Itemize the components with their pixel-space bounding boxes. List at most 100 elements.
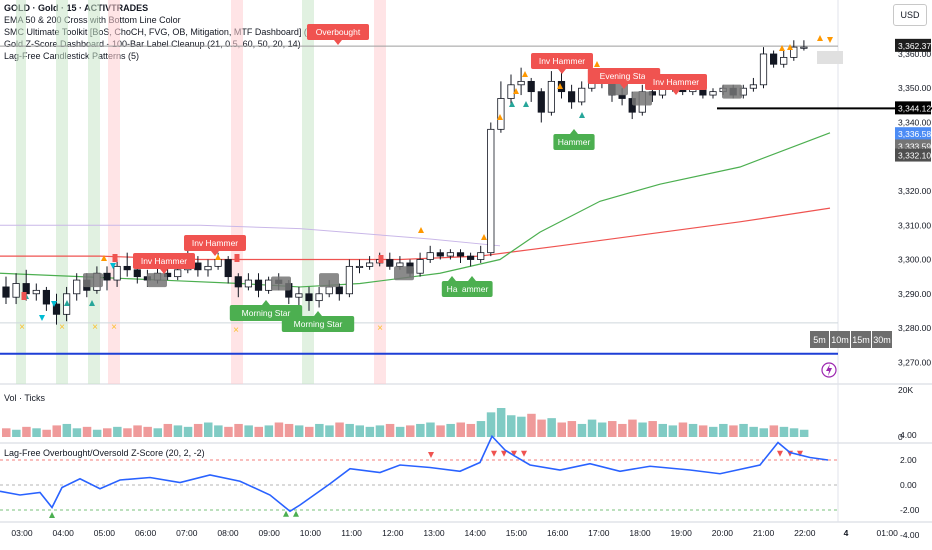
candle[interactable] xyxy=(214,259,222,267)
candle[interactable] xyxy=(355,265,364,268)
candle[interactable] xyxy=(234,276,242,288)
indicator-zscore-dashboard[interactable]: Gold Z-Score Dashboard - 100-Bar Label C… xyxy=(4,39,301,49)
pattern-label[interactable]: Hammer xyxy=(553,129,595,150)
tf-button-10m[interactable] xyxy=(830,331,850,348)
candle[interactable] xyxy=(527,80,535,93)
candle[interactable] xyxy=(780,56,788,65)
candle[interactable] xyxy=(325,286,333,295)
candle[interactable] xyxy=(254,279,263,291)
indicator-candle-patterns[interactable]: Lag-Free Candlestick Patterns (5) xyxy=(4,51,140,61)
time-tick: 10:00 xyxy=(300,528,322,538)
indicator-smc[interactable]: SMC Ultimate Toolkit [BoS, ChoCH, FVG, O… xyxy=(4,27,345,37)
label-box xyxy=(281,316,355,332)
candle[interactable] xyxy=(315,293,323,302)
candle[interactable] xyxy=(517,80,525,86)
candle[interactable] xyxy=(335,286,343,295)
candle[interactable] xyxy=(578,87,586,103)
volume-bar xyxy=(698,425,708,437)
zscore-overbought-marker xyxy=(501,450,507,457)
candle[interactable] xyxy=(264,279,273,291)
volume-bar xyxy=(183,426,193,437)
volume-bar xyxy=(123,428,132,437)
time-tick: 19:00 xyxy=(671,528,693,538)
volume-legend[interactable]: Vol · Ticks xyxy=(4,393,46,403)
pattern-label[interactable]: Morning Star xyxy=(281,311,355,332)
pattern-label[interactable]: Inv Hammer xyxy=(531,53,593,74)
timeframe-selector: 5m 10m 15m 30m xyxy=(810,331,892,348)
pattern-label[interactable]: Inv Hammer xyxy=(133,253,195,274)
candle[interactable] xyxy=(426,252,434,260)
pattern-label[interactable]: Evening Star xyxy=(587,68,661,89)
candle[interactable] xyxy=(436,252,444,257)
price-tick: 3,320.00 xyxy=(898,186,931,196)
candle[interactable] xyxy=(466,255,475,260)
candle[interactable] xyxy=(123,265,131,271)
candle[interactable] xyxy=(73,279,81,295)
candle[interactable] xyxy=(103,272,111,281)
volume-bar xyxy=(305,426,314,437)
orange-arrow-marker xyxy=(557,83,563,89)
orange-arrow-marker xyxy=(594,61,600,67)
candle[interactable] xyxy=(42,289,51,305)
tf-button-15m[interactable] xyxy=(851,331,871,348)
candle[interactable] xyxy=(386,259,394,267)
orange-arrow-marker xyxy=(215,254,221,260)
candle[interactable] xyxy=(790,46,798,58)
candle[interactable] xyxy=(52,303,61,315)
candle[interactable] xyxy=(295,293,303,298)
tf-button-5m[interactable] xyxy=(810,331,829,348)
candle[interactable] xyxy=(618,94,626,99)
candle[interactable] xyxy=(507,84,515,99)
candle[interactable] xyxy=(174,269,182,278)
currency-button[interactable]: USD xyxy=(893,4,927,26)
candle[interactable] xyxy=(133,269,141,278)
candle[interactable] xyxy=(477,252,485,260)
candle[interactable] xyxy=(456,252,465,257)
candle[interactable] xyxy=(2,286,10,298)
pattern-label[interactable]: Inv Hammer xyxy=(645,74,707,95)
candle[interactable] xyxy=(194,262,202,271)
candle[interactable] xyxy=(497,98,505,130)
candle[interactable] xyxy=(568,91,576,103)
green-arrow-marker xyxy=(509,101,515,107)
candle[interactable] xyxy=(305,293,313,302)
candle[interactable] xyxy=(224,259,232,278)
pattern-label[interactable]: Overbought xyxy=(307,24,369,45)
candle[interactable] xyxy=(32,289,40,295)
candle[interactable] xyxy=(345,265,354,295)
lightning-icon[interactable] xyxy=(821,362,837,378)
volume-bar xyxy=(133,425,142,437)
pattern-label[interactable]: Ha xyxy=(441,276,463,297)
candle[interactable] xyxy=(547,80,556,113)
candle[interactable] xyxy=(537,91,545,113)
green-arrow-marker xyxy=(89,300,95,306)
pattern-label[interactable]: Inv Hammer xyxy=(184,235,246,256)
candle[interactable] xyxy=(749,84,758,89)
volume-bar xyxy=(113,426,122,437)
candle[interactable] xyxy=(396,262,404,267)
red-marker xyxy=(378,255,384,263)
price-tag-label: 3,344.12 xyxy=(898,103,931,113)
zscore-legend[interactable]: Lag-Free Overbought/Oversold Z-Score (20… xyxy=(4,448,205,458)
candle[interactable] xyxy=(244,279,252,288)
label-pointer xyxy=(448,276,456,281)
candle[interactable] xyxy=(12,283,20,298)
ema200-line xyxy=(0,207,831,261)
candle[interactable] xyxy=(204,265,212,271)
symbol-title[interactable]: GOLD · Gold · 15 · ACTIVTRADES xyxy=(4,3,149,13)
volume-bar xyxy=(577,423,587,437)
candle[interactable] xyxy=(800,46,808,49)
candle[interactable] xyxy=(709,91,717,96)
candle[interactable] xyxy=(365,262,374,267)
candle[interactable] xyxy=(487,128,495,254)
orange-arrow-marker xyxy=(522,71,528,77)
candle[interactable] xyxy=(446,252,455,257)
time-tick: 22:00 xyxy=(794,528,816,538)
candle[interactable] xyxy=(770,53,778,65)
price-tag-label: 3,362.37 xyxy=(898,41,931,51)
candle[interactable] xyxy=(416,259,424,274)
tf-button-30m[interactable] xyxy=(872,331,892,348)
candle[interactable] xyxy=(759,53,768,86)
candle[interactable] xyxy=(113,265,121,281)
